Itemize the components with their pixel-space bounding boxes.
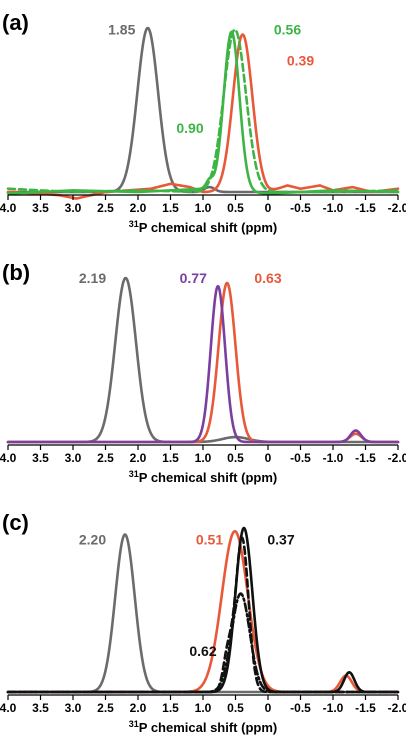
x-tick-label: -0.5 [290,451,311,465]
peak-annotation: 0.62 [189,643,216,659]
x-axis-title: 31P chemical shift (ppm) [129,719,277,735]
peak-annotation: 2.20 [79,531,106,547]
x-tick-label: 1.5 [162,451,179,465]
peak-annotation: 0.39 [287,53,314,69]
series-line [6,26,400,194]
x-axis-title-text: P chemical shift (ppm) [139,470,277,485]
x-tick-label: -2.0 [388,201,406,215]
series-line [6,30,400,195]
x-tick-label: 0 [265,701,272,715]
peak-annotation: 0.37 [267,531,294,547]
series-line [6,28,400,194]
x-tick-label: -0.5 [290,701,311,715]
x-tick-label: 4.0 [0,701,17,715]
x-tick-label: -2.0 [388,701,406,715]
x-tick-label: -0.5 [290,201,311,215]
panel-label: (a) [2,10,29,35]
chart-panel: 4.0 3.5 3.0 2.5 2.0 1.5 1.0 0.5 0 -0.5 -1.0 -1.5 -2.… [0,510,406,735]
x-axis-title-superscript: 31 [129,719,139,729]
series-line [6,533,400,694]
x-tick-label: 3.5 [32,201,49,215]
x-tick-label: 2.0 [130,451,147,465]
x-tick-label: -1.5 [355,451,376,465]
chart-panel: 4.0 3.5 3.0 2.5 2.0 1.5 1.0 0.5 0 -0.5 -1.0 -1.5 -2.… [0,10,406,235]
series-line [6,592,400,694]
x-axis-title: 31P chemical shift (ppm) [129,219,277,235]
peak-annotation: 0.90 [176,120,203,136]
peak-annotation: 0.56 [274,22,301,38]
x-tick-label: 2.5 [97,701,114,715]
x-tick-label: 2.5 [97,451,114,465]
x-tick-label: 4.0 [0,201,17,215]
x-axis-title-text: P chemical shift (ppm) [139,220,277,235]
x-axis-title: 31P chemical shift (ppm) [129,469,277,485]
panel-label: (b) [2,260,30,285]
x-tick-label: 2.0 [130,701,147,715]
x-tick-label: -1.0 [323,451,344,465]
peak-annotation: 0.63 [254,270,281,286]
x-tick-label: 0.5 [227,201,244,215]
peak-annotation: 2.19 [79,270,106,286]
x-axis-title-superscript: 31 [129,219,139,229]
x-tick-label: -1.5 [355,201,376,215]
x-tick-label: -1.5 [355,701,376,715]
x-tick-label: 1.5 [162,201,179,215]
series-line [6,529,400,694]
panel-label: (c) [2,510,29,535]
x-tick-label: 0 [265,201,272,215]
x-tick-label: 3.5 [32,451,49,465]
x-axis-title-text: P chemical shift (ppm) [139,720,277,735]
peak-annotation: 1.85 [108,22,135,38]
series-line [6,33,400,200]
x-tick-label: 2.5 [97,201,114,215]
series-line [6,284,400,444]
series-line [6,536,400,694]
x-tick-label: 3.0 [65,201,82,215]
x-tick-label: -2.0 [388,451,406,465]
x-tick-label: 0.5 [227,451,244,465]
x-tick-label: 1.0 [195,201,212,215]
series-line [6,526,400,694]
x-tick-label: -1.0 [323,701,344,715]
x-tick-label: 0.5 [227,701,244,715]
x-tick-label: 3.5 [32,701,49,715]
x-tick-label: 1.5 [162,701,179,715]
x-tick-label: 4.0 [0,451,17,465]
x-tick-label: 3.0 [65,451,82,465]
x-axis-title-superscript: 31 [129,469,139,479]
x-tick-label: 3.0 [65,701,82,715]
chart-panel: 4.0 3.5 3.0 2.5 2.0 1.5 1.0 0.5 0 -0.5 -1.0 -1.5 -2.… [0,260,406,485]
x-tick-label: -1.0 [323,201,344,215]
x-tick-label: 1.0 [195,701,212,715]
x-tick-label: 2.0 [130,201,147,215]
x-tick-label: 1.0 [195,451,212,465]
peak-annotation: 0.77 [180,270,207,286]
peak-annotation: 0.51 [196,531,223,547]
x-tick-label: 0 [265,451,272,465]
